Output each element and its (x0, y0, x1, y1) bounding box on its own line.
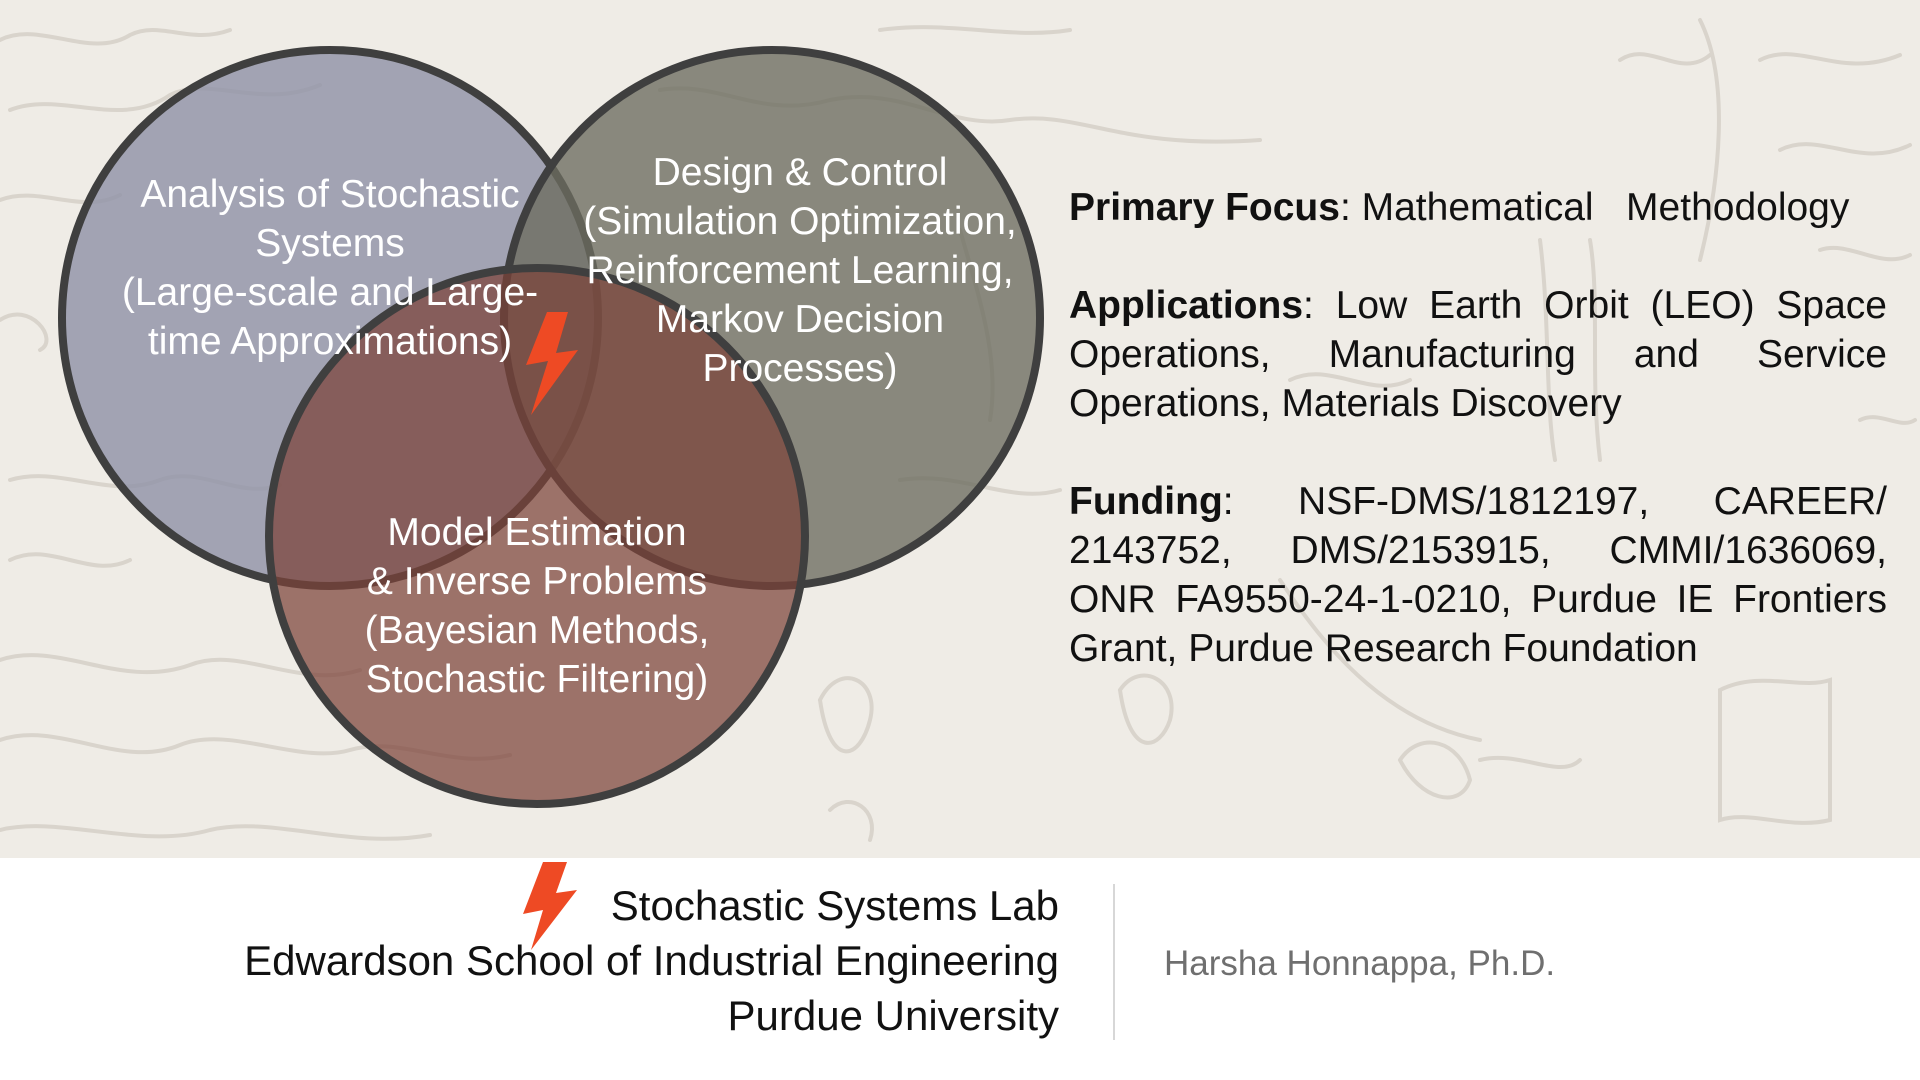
analysis-line-2: Systems (255, 222, 405, 265)
lightning-bolt-icon (523, 862, 577, 950)
university-name: Purdue University (727, 992, 1059, 1039)
school-name: Edwardson School of Industrial Engineeri… (244, 937, 1059, 984)
primary-focus-label: Primary Focus (1069, 186, 1340, 229)
lightning-bolt-icon (526, 312, 578, 415)
analysis-line-1: Analysis of Stochastic (140, 173, 520, 216)
design-line-5: Processes) (702, 347, 898, 390)
primary-focus-text: Mathematical Methodology (1361, 186, 1850, 229)
footer: Stochastic Systems Lab Edwardson School … (0, 858, 1920, 1080)
applications-text: Low Earth Orbit (LEO) Space Operations, … (1069, 284, 1887, 425)
venn-circle-estimation (265, 264, 809, 808)
design-line-4: Markov Decision (655, 298, 945, 341)
funding-block: Funding: NSF-DMS/1812197, CAREER/ 214375… (1069, 480, 1887, 670)
analysis-line-3: (Large-scale and Large- (121, 271, 539, 314)
funding-label: Funding (1069, 480, 1223, 523)
analysis-line-4: time Approximations) (147, 320, 513, 363)
venn-diagram (58, 46, 1044, 808)
estimation-line-1: Model Estimation (387, 511, 687, 554)
applications-label: Applications (1069, 284, 1304, 327)
info-panel: Primary Focus: Mathematical Methodology … (1069, 183, 1887, 722)
estimation-line-4: Stochastic Filtering) (365, 658, 709, 701)
applications-block: Applications: Low Earth Orbit (LEO) Spac… (1069, 284, 1887, 425)
venn-label-design: Design & Control (Simulation Optimizatio… (560, 148, 1040, 393)
venn-label-estimation: Model Estimation & Inverse Problems (Bay… (317, 508, 757, 704)
lab-affiliation: Stochastic Systems Lab Edwardson School … (244, 878, 1059, 1043)
design-line-3: Reinforcement Learning, (586, 249, 1014, 292)
footer-divider (1113, 884, 1115, 1040)
design-line-1: Design & Control (652, 151, 948, 194)
estimation-line-2: & Inverse Problems (366, 560, 708, 603)
funding-text: NSF-DMS/1812197, CAREER/ 2143752, DMS/21… (1069, 480, 1887, 670)
lab-name: Stochastic Systems Lab (610, 882, 1059, 929)
author-name: Harsha Honnappa, Ph.D. (1164, 944, 1556, 983)
venn-label-analysis: Analysis of Stochastic Systems (Large-sc… (80, 170, 580, 366)
design-line-2: (Simulation Optimization, (583, 200, 1017, 243)
estimation-line-3: (Bayesian Methods, (364, 609, 710, 652)
primary-focus-block: Primary Focus: Mathematical Methodology (1069, 186, 1850, 229)
